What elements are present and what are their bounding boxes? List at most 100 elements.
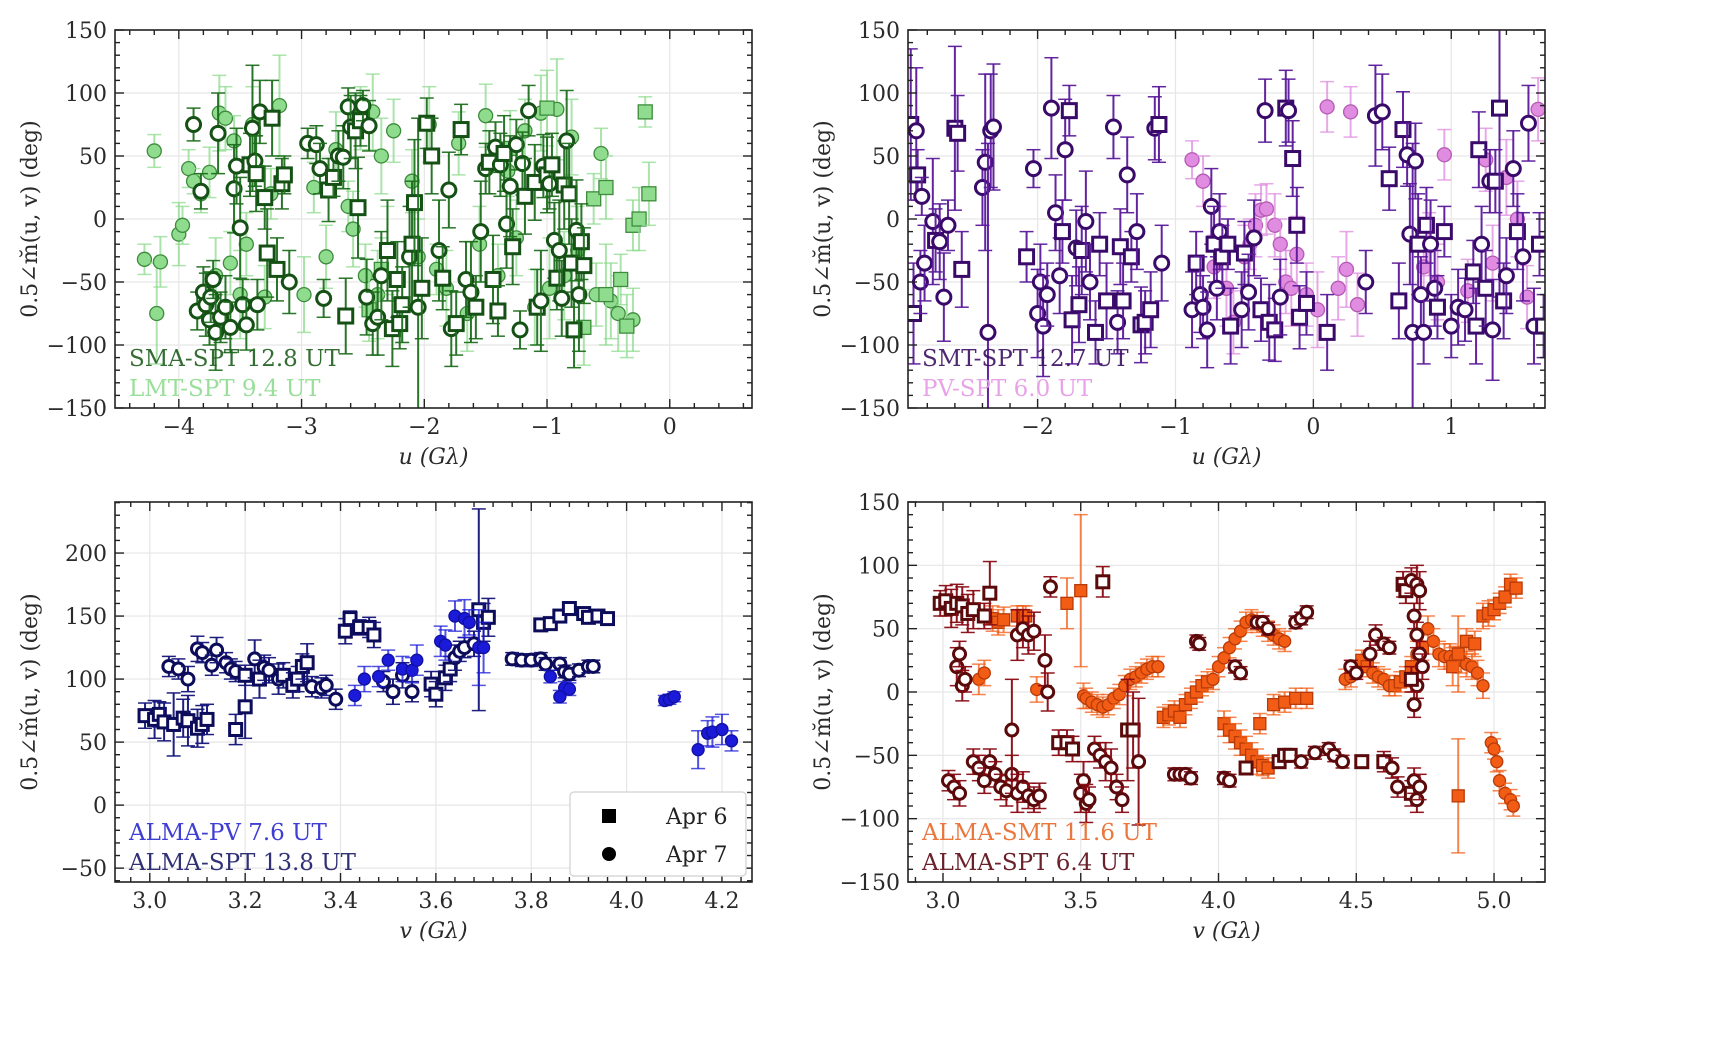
- data-point-square: [949, 124, 967, 142]
- data-layer: [136, 54, 657, 408]
- y-tick-label: −100: [47, 334, 107, 359]
- data-point-square: [1091, 235, 1109, 253]
- data-point-circle: [984, 118, 1002, 136]
- data-point-square: [976, 608, 992, 624]
- data-point-circle: [1415, 323, 1433, 341]
- data-point-square: [247, 165, 265, 183]
- data-point-circle: [185, 116, 203, 133]
- data-point-square: [349, 199, 367, 217]
- annotation-label: ALMA-PV 7.6 UT: [128, 820, 327, 846]
- data-point-circle: [207, 323, 225, 341]
- data-point-circle: [369, 308, 387, 326]
- data-point-circle: [192, 182, 210, 200]
- y-tick-label: −100: [840, 808, 900, 833]
- data-point-circle: [540, 175, 558, 193]
- data-point-circle: [1118, 166, 1136, 184]
- data-point-circle: [357, 672, 372, 686]
- data-point-circle: [952, 785, 968, 801]
- data-point-square: [480, 609, 496, 625]
- data-point-square: [1284, 150, 1302, 168]
- data-point-circle: [724, 734, 739, 748]
- data-point-circle: [1198, 321, 1216, 339]
- data-point-circle: [715, 722, 729, 737]
- data-point-square: [982, 585, 998, 601]
- y-tick-label: −50: [61, 271, 107, 296]
- data-point-circle: [957, 671, 973, 687]
- data-point-circle: [1362, 646, 1378, 662]
- data-point-circle: [1280, 102, 1298, 120]
- x-tick-label: 3.2: [228, 889, 263, 914]
- data-point-square: [258, 244, 276, 262]
- data-point-circle: [430, 242, 448, 259]
- data-point-circle: [1384, 760, 1400, 776]
- data-point-square: [1150, 116, 1168, 133]
- data-point-square: [428, 686, 444, 702]
- data-point-circle: [462, 615, 476, 630]
- data-point-square: [1173, 710, 1187, 724]
- data-point-circle: [1381, 640, 1397, 656]
- data-point-circle: [1047, 204, 1065, 222]
- data-point-square: [631, 211, 647, 227]
- y-axis-label: 0.5∠m̆(u, v) (deg): [811, 120, 836, 317]
- data-point-circle: [381, 653, 395, 667]
- data-point-square: [1535, 317, 1545, 335]
- data-point-circle: [204, 270, 222, 288]
- data-point-circle: [152, 254, 169, 270]
- x-axis-label: u (Gλ): [1192, 445, 1262, 470]
- data-point-circle: [216, 298, 234, 316]
- annotation-label: ALMA-SMT 11.6 UT: [921, 820, 1158, 846]
- annotation-label: LMT-SPT 9.4 UT: [129, 376, 321, 402]
- data-point-circle: [610, 305, 626, 322]
- panel-top-left: −4 −3 −2 −1 0 −150 −100 −50 0 50 100 150 u (Gλ) 0.5∠m…: [18, 19, 753, 470]
- data-point-square: [1087, 323, 1105, 341]
- data-point-circle: [1258, 201, 1275, 217]
- y-tick-label: 150: [65, 19, 107, 44]
- data-point-square: [447, 315, 465, 333]
- data-point-square: [423, 147, 441, 165]
- data-point-circle: [916, 254, 934, 272]
- data-point-square: [1428, 298, 1446, 316]
- data-point-circle: [538, 656, 554, 672]
- data-point-circle: [228, 157, 246, 175]
- data-point-circle: [476, 640, 491, 655]
- data-point-square: [1060, 102, 1078, 120]
- panel-bottom-right: 3.0 3.5 4.0 4.5 5.0 −150 −100 −50 0 50 100 150 v (Gλ…: [811, 491, 1546, 944]
- data-point-square: [641, 186, 657, 202]
- data-point-circle: [146, 143, 162, 159]
- annotation-label: ALMA-SPT 6.4 UT: [921, 850, 1135, 876]
- annotation-label: SMT-SPT 12.7 UT: [922, 346, 1129, 372]
- x-tick-label: 3.5: [1063, 889, 1098, 914]
- y-tick-label: −50: [854, 744, 900, 769]
- data-point-circle: [1031, 788, 1047, 804]
- x-tick-label: −1: [1159, 415, 1191, 440]
- data-point-circle: [1299, 604, 1315, 620]
- data-point-circle: [1409, 627, 1425, 643]
- y-tick-label: 0: [886, 208, 900, 233]
- data-point-circle: [1406, 697, 1422, 713]
- legend-square-icon: [602, 809, 616, 823]
- data-point-square: [337, 307, 355, 325]
- data-point-circle: [1051, 267, 1069, 285]
- data-point-circle: [593, 145, 609, 162]
- data-point-circle: [1406, 608, 1422, 624]
- data-point-circle: [339, 98, 357, 116]
- data-point-circle: [1514, 248, 1532, 266]
- data-point-circle: [1024, 160, 1042, 178]
- annotation-label: SMA-SPT 12.8 UT: [129, 346, 340, 372]
- data-point-square: [1509, 581, 1523, 595]
- panel-top-right: −2 −1 0 1 −150 −100 −50 0 50 100 150 u (Gλ) 0.5∠m̆(u…: [811, 19, 1546, 470]
- data-point-square: [600, 611, 616, 627]
- data-point-circle: [328, 691, 344, 707]
- data-point-circle: [1038, 286, 1056, 304]
- legend: Apr 6 Apr 7: [569, 791, 747, 877]
- data-point-square: [560, 185, 578, 203]
- data-point-circle: [532, 292, 550, 310]
- y-tick-label: 50: [872, 618, 900, 643]
- data-point-circle: [1081, 792, 1097, 808]
- data-point-circle: [513, 155, 531, 173]
- x-axis-label: v (Gλ): [1192, 919, 1260, 944]
- data-point-circle: [1151, 660, 1165, 674]
- y-tick-label: 50: [79, 145, 107, 170]
- y-tick-label: −150: [840, 871, 900, 896]
